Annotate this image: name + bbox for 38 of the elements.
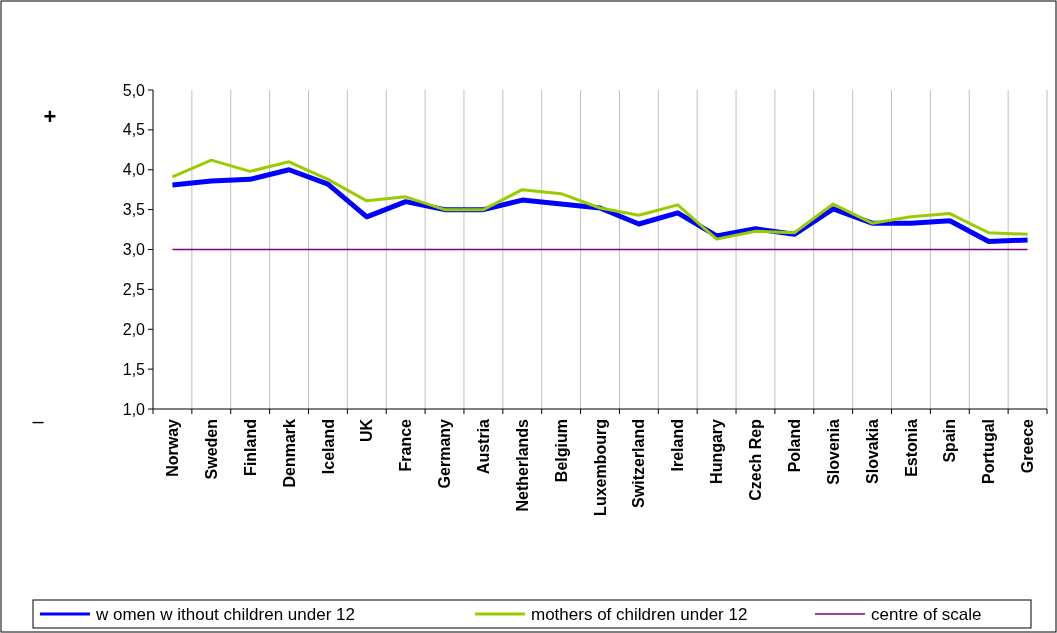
- x-tick-label: Spain: [941, 419, 959, 463]
- x-tick-label: Greece: [1019, 418, 1037, 474]
- x-tick-label: Iceland: [319, 419, 337, 475]
- legend-label: mothers of children under 12: [531, 604, 748, 624]
- x-tick-label: Austria: [474, 418, 492, 475]
- y-tick-label: 4,0: [122, 161, 146, 179]
- x-tick-label: Netherlands: [513, 418, 531, 512]
- x-tick-label: Norway: [164, 418, 182, 477]
- text: +: [43, 103, 57, 129]
- line-series: [170, 158, 1030, 241]
- x-tick-label: Poland: [785, 419, 803, 473]
- y-tick-label: 1,5: [122, 360, 146, 378]
- x-tick-label: Czech Rep: [747, 418, 765, 501]
- x-tick-label: Belgium: [552, 419, 570, 483]
- x-tick-label: Slovakia: [863, 418, 881, 484]
- x-tick-label: UK: [358, 418, 376, 443]
- y-tick-label: 4,5: [122, 121, 146, 139]
- y-tick-label: 5,0: [122, 81, 146, 99]
- legend-label: w omen w ithout children under 12: [95, 604, 355, 624]
- x-tick-label: Germany: [436, 418, 454, 489]
- y-tick-label: 3,0: [122, 241, 146, 259]
- x-tick-label: Sweden: [202, 419, 220, 480]
- y-tick-label: 2,5: [122, 280, 146, 298]
- x-tick-label: Slovenia: [824, 418, 842, 485]
- x-tick-label: Estonia: [902, 418, 920, 477]
- text: –: [32, 410, 45, 432]
- y-tick-label: 2,0: [122, 320, 146, 338]
- x-tick-label: Luxembourg: [591, 419, 609, 516]
- legend-label: centre of scale: [871, 604, 982, 624]
- x-tick-label: France: [397, 418, 415, 472]
- y-tick-label: 3,5: [122, 201, 146, 219]
- x-tick-label: Denmark: [280, 418, 298, 488]
- x-tick-label: Hungary: [708, 418, 726, 484]
- x-tick-label: Finland: [241, 419, 259, 476]
- x-tick-label: Portugal: [980, 419, 998, 484]
- x-tick-label: Switzerland: [630, 419, 648, 508]
- y-tick-label: 1,0: [122, 400, 146, 418]
- x-tick-label: Ireland: [669, 419, 687, 472]
